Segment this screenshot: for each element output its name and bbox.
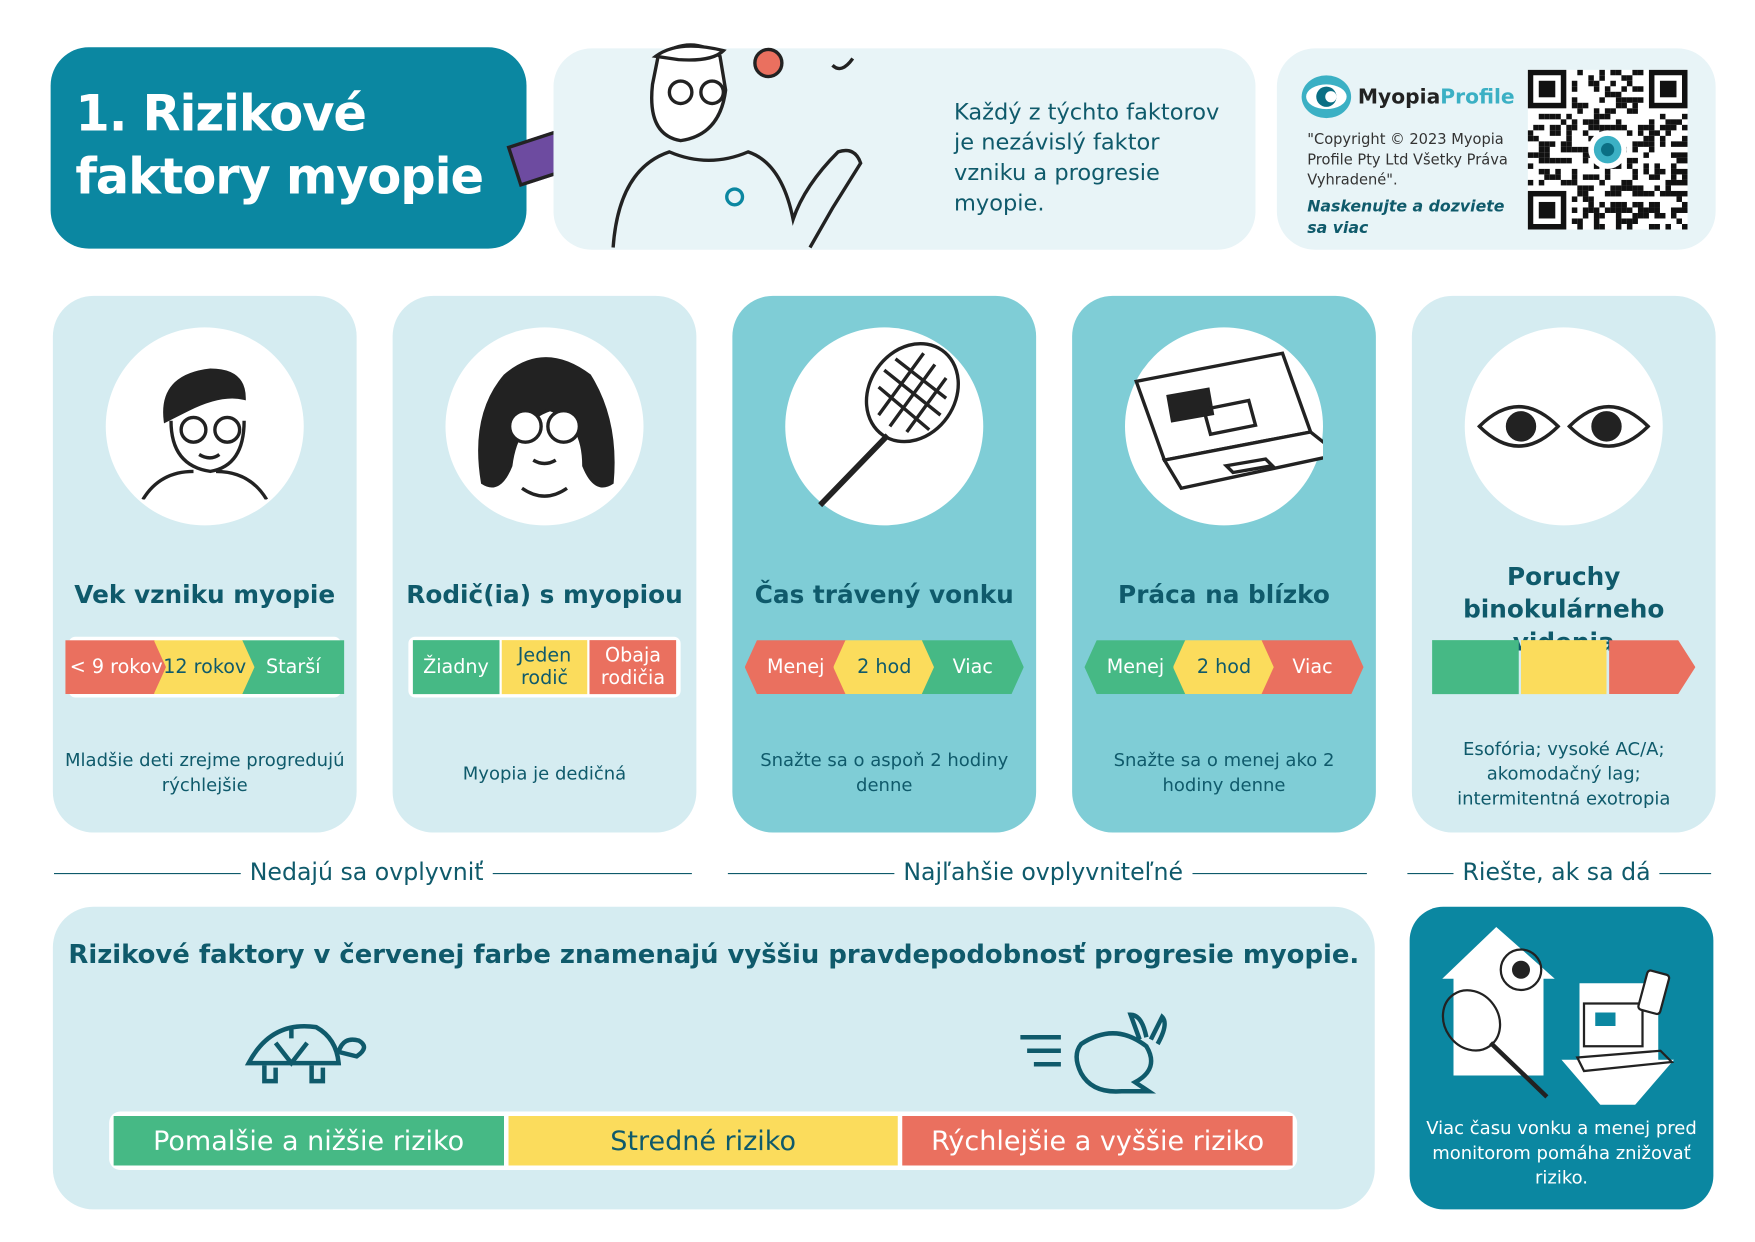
card-description: Snažte sa o menej ako 2 hodiny denne [1113,749,1335,796]
card-title: Rodič(ia) s myopiou [406,581,683,610]
intro-text: Každý z týchto faktorov je nezávislý fak… [954,97,1220,216]
scale-segment: 12 rokov [153,640,256,695]
brand-logo: MyopiaProfile [1358,86,1515,110]
scale-segment: Jeden rodič [501,640,588,695]
group-label-address: Riešte, ak sa dá [1453,858,1660,886]
child-with-glasses-icon [105,327,304,526]
scan-cta: Naskenujte a dozviete sa viac [1307,198,1505,238]
group-label-fixed: Nedajú sa ovplyvniť [240,858,493,886]
scale-segment: Menej [744,640,847,695]
scale-segment: 2 hod [1173,640,1276,695]
risk-scale: < 9 rokov 12 rokov Starší [65,636,345,698]
logo-part2: Profile [1440,85,1515,110]
risk-scale [1428,637,1700,698]
scale-segment: Žiadny [412,640,500,695]
card-description: Myopia je dedičná [462,762,627,785]
legend-low: Pomalšie a nižšie riziko [113,1116,504,1166]
risk-factor-card: Poruchy binokulárneho videnia Esofória; … [1411,295,1716,833]
scale-segment: < 9 rokov [65,640,168,695]
title-line-2: faktory myopie [75,148,484,206]
copyright-text: "Copyright © 2023 Myopia Profile Pty Ltd… [1307,131,1508,189]
myopia-profile-logo-icon [1301,75,1352,119]
risk-factor-card: Čas trávený vonku Menej 2 hod Viac Snažte … [732,295,1037,833]
laptop-icon [1125,327,1323,526]
risk-factor-card: Rodič(ia) s myopiou Žiadny Jeden rodič Oba… [392,295,697,833]
turtle-icon [244,1024,367,1084]
legend-heading: Rizikové faktory v červenej farbe znamen… [68,940,1360,970]
card-title: Čas trávený vonku [754,581,1014,610]
risk-factor-card: Vek vzniku myopie < 9 rokov 12 rokov Starš… [52,295,357,833]
scale-segment: Viac [921,640,1024,695]
rabbit-icon [1020,1012,1167,1094]
scale-segment [1432,640,1519,695]
card-description: Snažte sa o aspoň 2 hodiny denne [760,749,1009,796]
tip-text: Viac času vonku a menej pred monitorom p… [1426,1117,1697,1188]
scale-segment: Viac [1261,640,1364,695]
risk-factor-card: Práca na blízko Menej 2 hod Viac Snažte sa… [1072,295,1376,833]
card-description: Mladšie deti zrejme progredujú rýchlejši… [65,749,345,796]
scale-segment: 2 hod [833,640,936,695]
eyes-icon [1464,327,1663,526]
card-title: Práca na blízko [1118,581,1330,610]
tennis-racket-icon [785,327,984,526]
risk-scale: Žiadny Jeden rodič Obaja rodičia [408,636,681,698]
card-title: Vek vzniku myopie [74,581,336,610]
group-label-modifiable: Najľahšie ovplyvniteľné [894,858,1192,886]
card-description: Esofória; vysoké AC/A; akomodačný lag; i… [1457,738,1671,809]
scale-segment [1609,640,1696,695]
legend-high: Rýchlejšie a vyššie riziko [902,1116,1293,1166]
logo-part1: Myopia [1357,85,1441,110]
optometrist-illustration-icon [611,43,863,249]
qr-code[interactable] [1527,69,1688,230]
risk-legend-bar: Pomalšie a nižšie riziko Stredné riziko … [109,1111,1298,1170]
scale-segment [1520,640,1607,695]
scale-segment: Obaja rodičia [589,640,677,695]
outdoor-up-screen-down-icon [1441,927,1675,1105]
title-line-1: 1. Rizikové [75,85,367,143]
parent-with-glasses-icon [445,327,644,526]
risk-scale: Menej 2 hod Viac [1084,637,1364,698]
risk-scale: Menej 2 hod Viac [744,637,1024,698]
scale-segment: Starší [242,640,345,695]
page-title: 1. Rizikové faktory myopie [50,47,527,249]
legend-medium: Stredné riziko [508,1116,899,1166]
scale-segment: Menej [1084,640,1187,695]
